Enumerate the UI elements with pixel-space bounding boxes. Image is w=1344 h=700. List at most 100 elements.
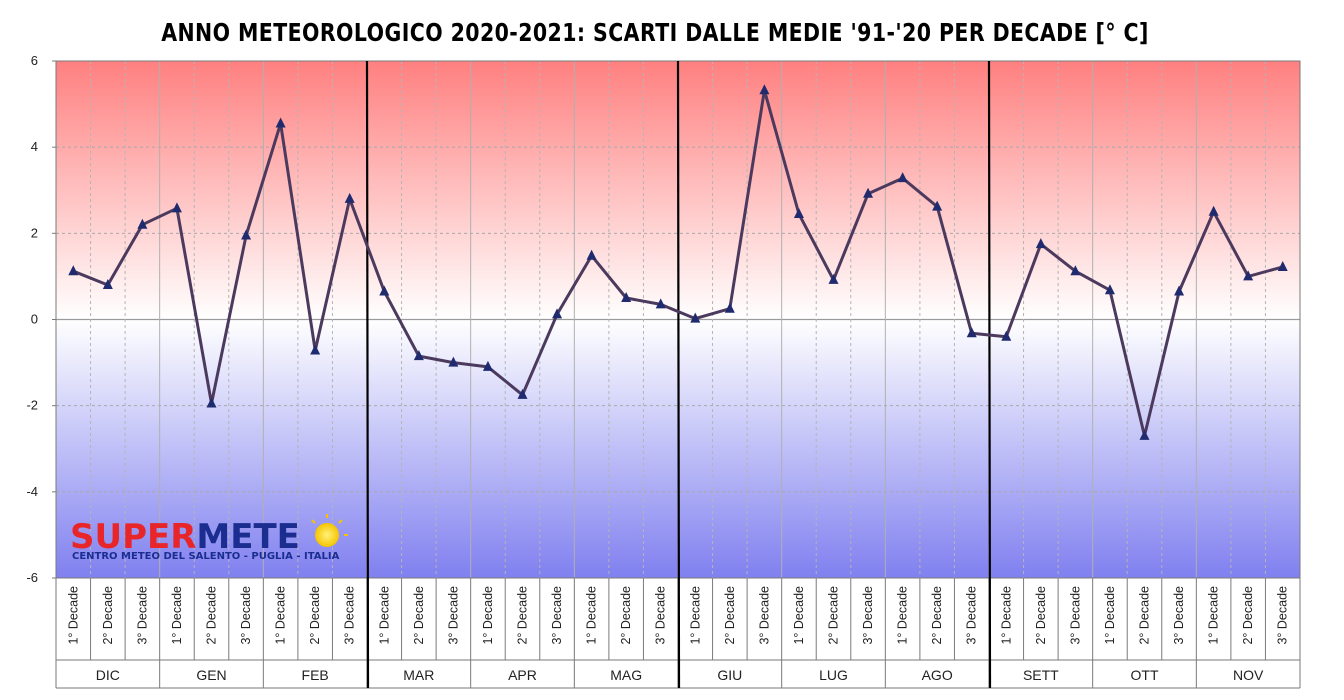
data-point — [310, 344, 321, 355]
decade-label: 1° Decade — [1207, 586, 1221, 645]
decade-label: 2° Decade — [516, 586, 530, 645]
y-tick-label: -4 — [26, 484, 38, 499]
data-point — [102, 279, 113, 290]
series-line — [72, 88, 1284, 438]
data-point — [1035, 238, 1046, 249]
decade-label: 2° Decade — [308, 586, 322, 645]
decade-label: 1° Decade — [481, 586, 495, 645]
y-tick-label: 4 — [31, 139, 38, 154]
data-point — [655, 298, 666, 309]
data-point — [137, 218, 148, 229]
data-point — [828, 273, 839, 284]
data-point — [1139, 429, 1150, 440]
data-point — [1243, 270, 1254, 281]
y-tick-label: 6 — [31, 53, 38, 68]
data-point — [1104, 284, 1115, 295]
data-point — [966, 327, 977, 338]
data-point — [690, 312, 701, 323]
decade-label: 2° Decade — [723, 586, 737, 645]
svg-text:SUPERMETE: SUPERMETE — [70, 517, 300, 557]
decade-label: 3° Decade — [757, 586, 771, 645]
decade-label: 3° Decade — [1172, 586, 1186, 645]
decade-label: 1° Decade — [792, 586, 806, 645]
decade-label: 1° Decade — [170, 586, 184, 645]
month-label: NOV — [1233, 667, 1264, 683]
supermeteo-logo: SUPERMETE CENTRO METEO DEL SALENTO - PUG… — [70, 514, 348, 562]
month-label: MAG — [610, 667, 642, 683]
data-point — [344, 192, 355, 203]
data-point — [517, 388, 528, 399]
data-point — [586, 249, 597, 260]
decade-label: 3° Decade — [965, 586, 979, 645]
logo-tagline: CENTRO METEO DEL SALENTO - PUGLIA - ITAL… — [72, 551, 340, 562]
decade-label: 2° Decade — [930, 586, 944, 645]
data-point — [1208, 205, 1219, 216]
decade-label: 2° Decade — [1034, 586, 1048, 645]
decade-label: 3° Decade — [135, 586, 149, 645]
season-separator — [365, 60, 370, 689]
decade-label: 3° Decade — [239, 586, 253, 645]
logo-brand-a: SUPER — [70, 517, 196, 557]
decade-label: 3° Decade — [1068, 586, 1082, 645]
data-point — [1277, 260, 1288, 271]
decade-label: 2° Decade — [412, 586, 426, 645]
decade-label: 3° Decade — [446, 586, 460, 645]
decade-label: 2° Decade — [205, 586, 219, 645]
data-point — [621, 291, 632, 302]
month-label: OTT — [1131, 667, 1159, 683]
month-label: SETT — [1023, 667, 1059, 683]
chart-title: ANNO METEOROLOGICO 2020-2021: SCARTI DAL… — [161, 18, 1149, 47]
data-point — [241, 229, 252, 240]
data-point — [482, 360, 493, 371]
data-point — [1001, 330, 1012, 341]
decade-label: 2° Decade — [1138, 586, 1152, 645]
data-point — [275, 117, 286, 128]
logo-brand-b: METE — [196, 517, 299, 557]
decade-label: 1° Decade — [1103, 586, 1117, 645]
decade-label: 1° Decade — [688, 586, 702, 645]
month-label: GIU — [717, 667, 742, 683]
data-point — [448, 356, 459, 367]
decade-label: 1° Decade — [66, 586, 80, 645]
decade-label: 3° Decade — [1276, 586, 1290, 645]
decade-label: 3° Decade — [343, 586, 357, 645]
data-point — [171, 202, 182, 213]
decade-label: 3° Decade — [861, 586, 875, 645]
decade-label: 3° Decade — [550, 586, 564, 645]
month-label: LUG — [819, 667, 848, 683]
month-label: FEB — [302, 667, 329, 683]
month-label: APR — [508, 667, 537, 683]
sun-icon — [311, 514, 348, 547]
decade-label: 3° Decade — [654, 586, 668, 645]
month-label: DIC — [96, 667, 120, 683]
decade-label: 2° Decade — [827, 586, 841, 645]
y-tick-label: -2 — [26, 398, 38, 413]
data-point — [379, 285, 390, 296]
decade-label: 2° Decade — [1241, 586, 1255, 645]
decade-label: 2° Decade — [619, 586, 633, 645]
decade-label: 1° Decade — [274, 586, 288, 645]
season-separator — [676, 60, 681, 689]
data-point — [932, 200, 943, 211]
data-point — [1174, 285, 1185, 296]
decade-label: 1° Decade — [585, 586, 599, 645]
data-point — [793, 207, 804, 218]
data-point — [68, 265, 79, 276]
data-point — [413, 350, 424, 361]
data-point — [724, 302, 735, 313]
month-label: GEN — [196, 667, 226, 683]
data-point — [206, 397, 217, 408]
y-tick-label: 2 — [31, 225, 38, 240]
data-point — [552, 308, 563, 319]
decade-label: 2° Decade — [101, 586, 115, 645]
data-point — [863, 187, 874, 198]
season-separator — [987, 60, 992, 689]
decade-label: 1° Decade — [999, 586, 1013, 645]
month-label: AGO — [922, 667, 953, 683]
decade-label: 1° Decade — [377, 586, 391, 645]
y-tick-label: -6 — [26, 570, 38, 585]
data-point — [759, 84, 770, 95]
data-point — [1070, 265, 1081, 276]
